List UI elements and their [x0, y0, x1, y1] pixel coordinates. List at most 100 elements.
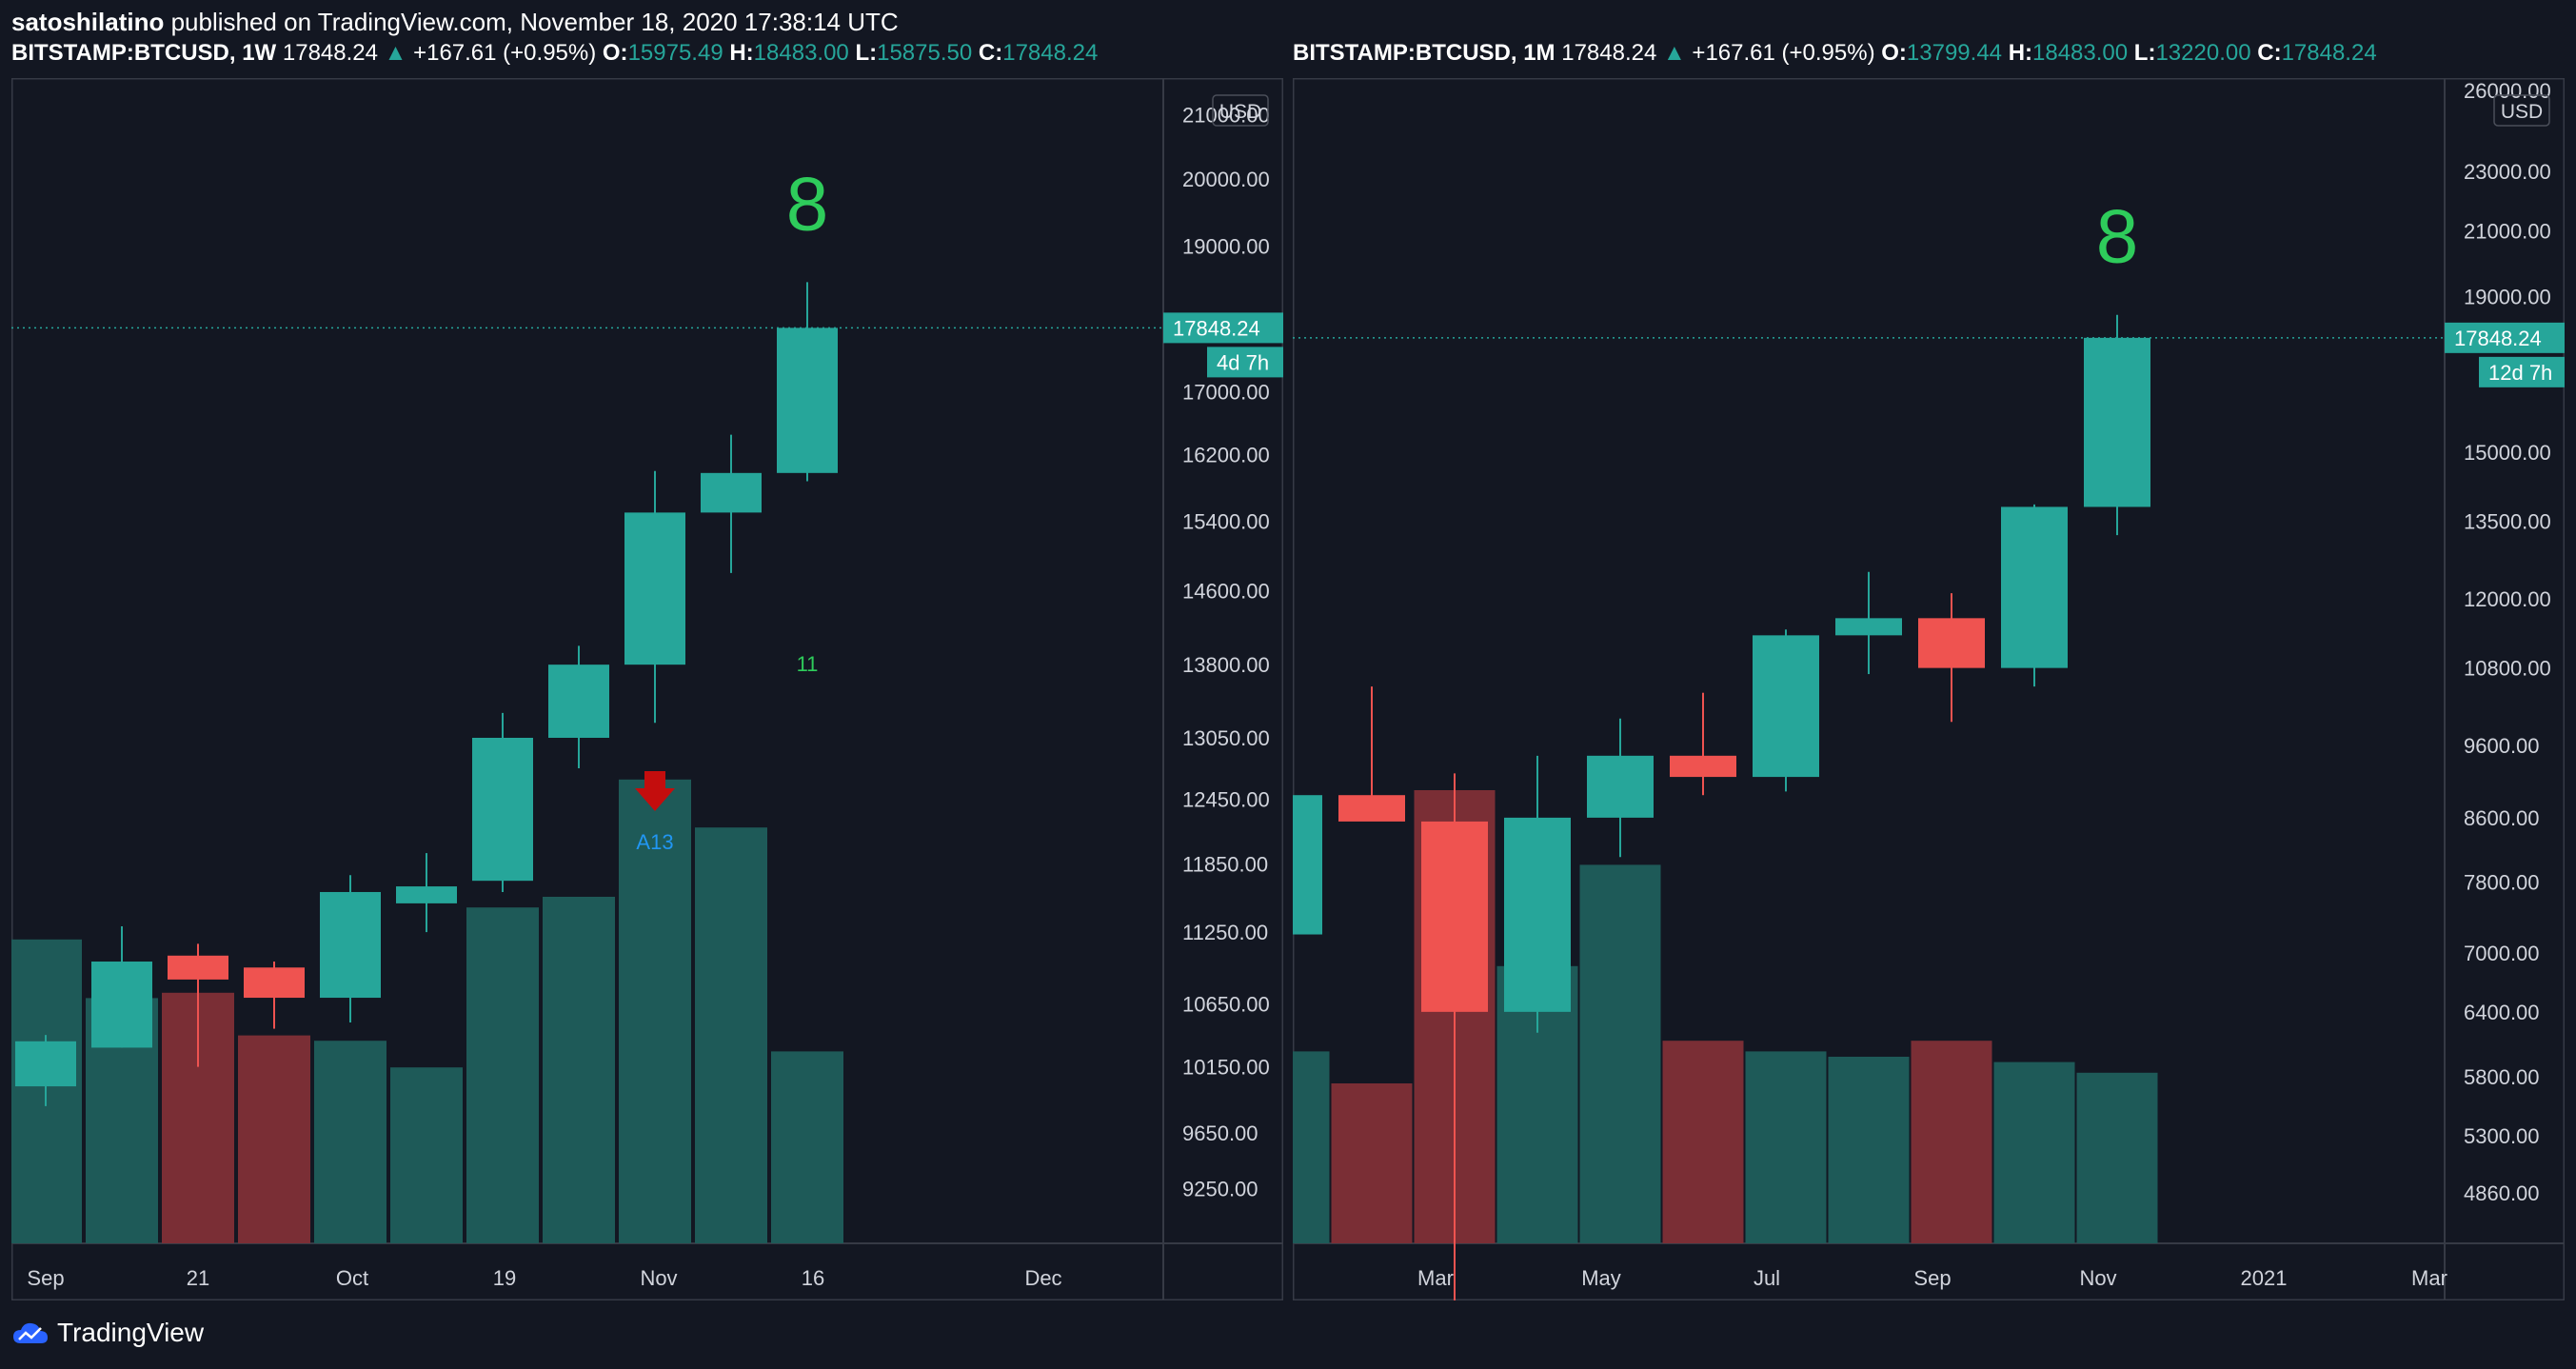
price-tick-label: 12450.00: [1182, 788, 1270, 812]
candle: [1421, 773, 1488, 1300]
price-tick-label: 12000.00: [2464, 587, 2551, 611]
price-tick-label: 8600.00: [2464, 806, 2540, 830]
candle: [1587, 718, 1654, 858]
countdown-label: 12d 7h: [2479, 356, 2565, 387]
price-tick-label: 16200.00: [1182, 444, 1270, 467]
currency-label-box: [1212, 94, 1269, 127]
volume-bar: [466, 907, 539, 1243]
countdown-label-bg: [2479, 356, 2565, 387]
time-tick-label: Sep: [27, 1266, 64, 1290]
price-tick-label: 9600.00: [2464, 734, 2540, 758]
price-tick-label: 10800.00: [2464, 657, 2551, 681]
legend-spacer: [276, 40, 283, 66]
cloud-icon: [13, 1322, 48, 1343]
legend-monthly: BITSTAMP:BTCUSD, 1M 17848.24 ▲ +167.61 (…: [1293, 40, 2377, 67]
countdown-label-bg: [1207, 347, 1283, 378]
time-tick-label: 21: [187, 1266, 209, 1290]
candle-body: [1753, 635, 1819, 778]
volume-bar: [238, 1035, 310, 1243]
legend-high: 18483.00: [753, 40, 856, 66]
candle: [548, 645, 609, 768]
candle-body: [548, 665, 609, 738]
candle-body: [624, 512, 685, 665]
legend-open: 15975.49: [627, 40, 730, 66]
volume-bar: [1911, 1041, 1992, 1243]
legend-close-label: C:: [978, 40, 1003, 66]
tradingview-logo[interactable]: TradingView: [11, 1318, 204, 1348]
candle-body: [472, 737, 533, 882]
volume-bar: [390, 1067, 463, 1243]
legend-low-label: L:: [2133, 40, 2156, 66]
price-tick-label: 9650.00: [1182, 1121, 1258, 1145]
legend-last: 17848.24: [1561, 40, 1657, 66]
price-tick-label: 13050.00: [1182, 726, 1270, 750]
time-tick-label: 2021: [2241, 1266, 2288, 1290]
candle-body: [15, 1041, 76, 1087]
price-tick-label: 13800.00: [1182, 653, 1270, 677]
volume-bar: [2076, 1072, 2158, 1243]
legend-low: 13220.00: [2155, 40, 2258, 66]
monthly-chart[interactable]: 26000.00 23000.00 21000.00 19000.00 15000.00…: [1293, 78, 2565, 1300]
candle: [1338, 686, 1405, 822]
legend-symbol: BITSTAMP:BTCUSD, 1M: [1293, 40, 1556, 66]
candle: [1670, 692, 1736, 796]
legend-weekly: BITSTAMP:BTCUSD, 1W 17848.24 ▲ +167.61 (…: [11, 40, 1098, 67]
time-tick-label: Dec: [1024, 1266, 1061, 1290]
author-name[interactable]: satoshilatino: [11, 8, 165, 36]
price-tick-label: 5300.00: [2464, 1124, 2540, 1148]
candle: [320, 875, 381, 1022]
candle: [1293, 795, 1322, 935]
legend-symbol: BITSTAMP:BTCUSD, 1W: [11, 40, 277, 66]
current-price-label-bg: [1163, 312, 1283, 344]
volume-bar: [1993, 1061, 2075, 1243]
sequential-signal-label: 8: [2096, 194, 2139, 279]
volume-bar: [1828, 1057, 1910, 1243]
candle-body: [320, 891, 381, 999]
price-tick-label: 23000.00: [2464, 160, 2551, 184]
candle: [396, 853, 457, 933]
legend-change: +167.61 (+0.95%): [1692, 40, 1882, 66]
candle-body: [1504, 817, 1571, 1012]
price-tick-label: 15400.00: [1182, 509, 1270, 533]
legend-low-label: L:: [855, 40, 878, 66]
price-tick-label: 14600.00: [1182, 580, 1270, 604]
count-label: 11: [797, 652, 819, 676]
price-tick-label: 11850.00: [1182, 853, 1268, 877]
candle-body: [244, 967, 305, 999]
legend-open-label: O:: [602, 40, 628, 66]
current-price-label: 17848.24: [1163, 312, 1283, 344]
countdown-label-text: 12d 7h: [2488, 361, 2552, 385]
publish-info: published on TradingView.com, November 1…: [164, 8, 899, 36]
price-tick-label: 11250.00: [1182, 921, 1268, 944]
candle-body: [91, 962, 152, 1048]
publish-byline: satoshilatino published on TradingView.c…: [11, 8, 899, 37]
candle-body: [701, 472, 762, 513]
volume-bar: [314, 1041, 386, 1243]
legend-up-triangle: ▲: [377, 40, 414, 66]
price-tick-label: 20000.00: [1182, 168, 1270, 191]
weekly-chart[interactable]: 21000.00 20000.00 19000.00 17000.00 16200.00…: [11, 78, 1283, 1300]
price-tick-label: 10650.00: [1182, 992, 1270, 1016]
currency-label-box: [2493, 94, 2550, 127]
candle-body: [2084, 337, 2150, 507]
price-tick-label: 13500.00: [2464, 510, 2551, 534]
candle: [472, 712, 533, 892]
legend-low: 15875.50: [877, 40, 979, 66]
time-tick-label: Sep: [1913, 1266, 1951, 1290]
volume-bar: [771, 1051, 843, 1243]
volume-bar: [695, 827, 767, 1243]
time-tick-label: Mar: [1417, 1266, 1454, 1290]
candle: [1753, 629, 1819, 792]
candle: [2001, 504, 2068, 687]
candle-body: [1338, 795, 1405, 822]
countdown-label: 4d 7h: [1207, 347, 1283, 378]
currency-label: USD: [2493, 94, 2550, 127]
price-tick-label: 21000.00: [1182, 104, 1270, 128]
time-tick-label: Jul: [1754, 1266, 1780, 1290]
current-price-label-text: 17848.24: [2454, 327, 2542, 350]
price-tick-label: 7800.00: [2464, 870, 2540, 894]
candle: [91, 926, 152, 1048]
volume-bar: [543, 897, 615, 1243]
countdown-label-text: 4d 7h: [1217, 350, 1269, 374]
candle: [168, 943, 228, 1067]
